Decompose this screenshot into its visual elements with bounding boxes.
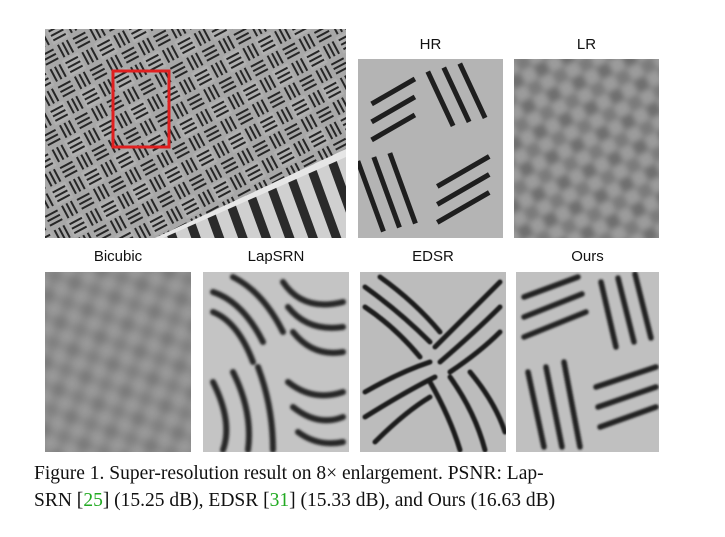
ours-label: Ours — [571, 248, 604, 265]
lr-image — [514, 59, 659, 238]
citation-link-lapsrn[interactable]: 25 — [83, 490, 103, 511]
hr-label: HR — [419, 36, 442, 53]
lapsrn-label: LapSRN — [247, 248, 305, 265]
lapsrn-image — [203, 272, 349, 452]
caption-text: ] (15.33 dB), and Ours (16.63 dB) — [289, 490, 556, 511]
ours-image — [516, 272, 659, 452]
bicubic-label: Bicubic — [93, 248, 143, 265]
bicubic-image — [45, 272, 191, 452]
caption-text: ] (15.25 dB), EDSR [ — [102, 490, 270, 511]
caption-line-1: Figure 1. Super-resolution result on 8× … — [34, 463, 544, 484]
edsr-image — [360, 272, 506, 452]
lr-label: LR — [576, 36, 597, 53]
hr-image — [358, 59, 503, 238]
edsr-label: EDSR — [412, 248, 454, 265]
highlight-box — [111, 69, 171, 149]
overview-image — [45, 29, 346, 238]
caption-text: SRN [ — [34, 490, 84, 511]
citation-link-edsr[interactable]: 31 — [269, 490, 290, 511]
figure-caption: Figure 1. Super-resolution result on 8× … — [34, 460, 694, 514]
caption-line-2: SRN [25] (15.25 dB), EDSR [31] (15.33 dB… — [34, 487, 694, 514]
